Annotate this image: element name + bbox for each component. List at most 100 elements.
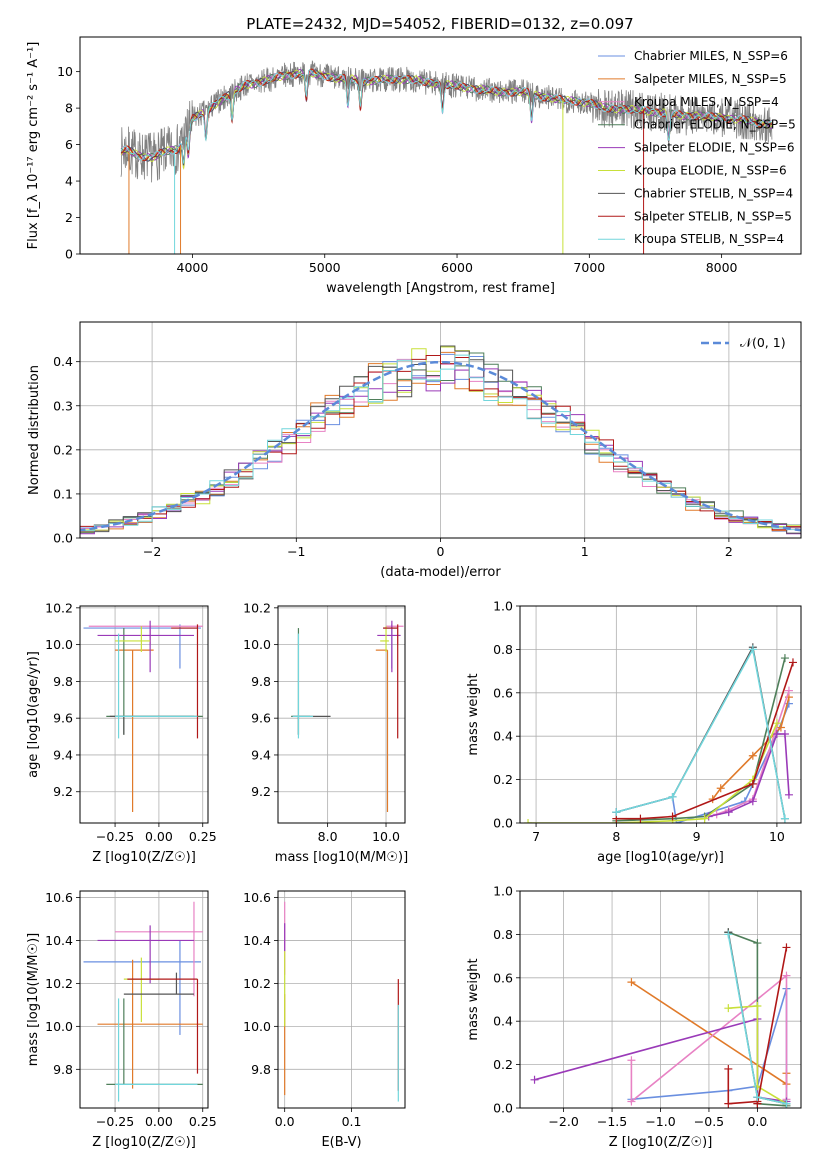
x-axis-label: wavelength [Angstrom, rest frame] (326, 281, 555, 296)
mass-weight-marker (627, 978, 636, 987)
mass-weight-marker (627, 1097, 636, 1106)
mass-weight-marker (612, 808, 621, 817)
x-tick-label: 0.0 (747, 1114, 767, 1129)
x-tick-label: −1.5 (597, 1114, 627, 1129)
y-tick-label: 0.3 (53, 398, 73, 413)
mass-weight-marker (776, 723, 785, 732)
panel-age-vs-mass: 8.0 10.0 9.2 9.4 9.6 9.8 10.0 10.2 mass [log10(M… (243, 600, 408, 865)
mass-weight-marker (524, 819, 533, 823)
mass-weight-marker (724, 1064, 733, 1073)
x-axis-label: Z [log10(Z/Z☉)] (92, 850, 196, 865)
mass-weight-line (616, 647, 786, 819)
spectrum-legend: Chabrier MILES, N_SSP=6 Salpeter MILES, N… (598, 49, 796, 246)
y-tick-label: 0.2 (53, 442, 73, 457)
mass-weight-line (728, 1005, 787, 1105)
legend-label: Salpeter MILES, N_SSP=5 (634, 72, 787, 86)
axes-frame (79, 890, 209, 1109)
mass-weight-marker (748, 645, 757, 654)
y-axis-label: mass weight (466, 673, 481, 755)
panel-mass-vs-ebv: 0.0 0.1 9.8 10.0 10.2 10.4 10.6 E(B-V) (243, 890, 406, 1150)
y-tick-label: 10.4 (45, 933, 73, 948)
y-tick-label: 9.2 (53, 784, 73, 799)
x-tick-label: −2 (143, 544, 161, 559)
x-axis-label: age [log10(age/yr)] (597, 850, 724, 865)
y-tick-label: 2 (65, 210, 73, 225)
y-tick-label: 9.8 (251, 674, 271, 689)
x-tick-label: 7000 (573, 260, 605, 275)
y-tick-label: 9.6 (251, 711, 271, 726)
mass-weight-marker (636, 814, 645, 823)
y-tick-label: 0.8 (493, 642, 513, 657)
x-tick-label: 10.0 (372, 829, 400, 844)
y-tick-label: 0.6 (493, 685, 513, 700)
mass-weight-marker (784, 790, 793, 799)
mass-weight-marker (724, 1004, 733, 1013)
x-tick-label: 8 (612, 829, 620, 844)
x-tick-label: 10 (769, 829, 785, 844)
y-tick-label: 10.0 (243, 1019, 271, 1034)
plot-area-residuals (80, 322, 801, 538)
y-tick-label: 9.4 (251, 747, 271, 762)
y-tick-label: 0.8 (493, 927, 513, 942)
x-axis-label: (data-model)/error (380, 565, 501, 580)
x-tick-label: 7 (532, 829, 540, 844)
y-tick-label: 8 (65, 101, 73, 116)
legend-label: Kroupa STELIB, N_SSP=4 (634, 232, 784, 246)
legend-label: Chabrier MILES, N_SSP=6 (634, 49, 788, 63)
mass-weight-line (708, 733, 790, 818)
x-tick-label: −0.25 (96, 829, 134, 844)
mass-weight-marker (668, 812, 677, 821)
x-axis-label: Z [log10(Z/Z☉)] (609, 1135, 713, 1150)
y-axis-label: Normed distribution (27, 365, 42, 495)
mass-weight-marker (716, 784, 725, 793)
mass-weight-marker (753, 939, 762, 948)
y-tick-label: 10.2 (45, 600, 73, 615)
mass-weight-marker (772, 730, 781, 739)
mass-weight-line (616, 644, 786, 819)
axes-frame (79, 36, 802, 255)
mass-weight-marker (782, 971, 791, 980)
x-tick-label: 6000 (441, 260, 473, 275)
x-tick-label: 0.25 (189, 1114, 217, 1129)
x-tick-label: −1 (287, 544, 305, 559)
x-tick-label: −0.25 (96, 1114, 134, 1129)
y-tick-label: 9.8 (53, 674, 73, 689)
panel-residuals: −2 −1 0 1 2 0.0 0.1 0.2 0.3 0.4 (data-model)/error… (27, 321, 802, 580)
y-tick-label: 0.6 (493, 970, 513, 985)
y-axis-label: age [log10(age/yr)] (26, 651, 41, 778)
y-axis-label: mass [log10(M/M☉)] (26, 933, 41, 1066)
mass-weight-marker (724, 930, 733, 939)
panel-age-vs-Z: −0.25 0.00 0.25 9.2 9.4 9.6 9.8 10.0 10.2 Z [log1… (26, 600, 217, 865)
plot-area-spectrum (120, 59, 773, 254)
mass-weight-marker (724, 808, 733, 817)
spectrum-model-line (120, 69, 773, 165)
legend-label: Salpeter ELODIE, N_SSP=6 (634, 141, 795, 155)
y-tick-label: 9.8 (251, 1062, 271, 1077)
x-tick-label: 1 (581, 544, 589, 559)
x-tick-label: −1.0 (645, 1114, 675, 1129)
y-tick-label: 6 (65, 137, 73, 152)
y-tick-label: 9.6 (53, 711, 73, 726)
mass-weight-marker (748, 779, 757, 788)
mass-weight-marker (748, 797, 757, 806)
x-tick-label: 5000 (309, 260, 341, 275)
x-axis-label: E(B-V) (321, 1135, 361, 1150)
x-tick-label: 4000 (177, 260, 209, 275)
plot-area-mass-vs-Z (80, 891, 208, 1108)
x-axis-label: mass [log10(M/M☉)] (275, 850, 408, 865)
x-tick-label: 8000 (706, 260, 738, 275)
x-tick-label: 0.1 (342, 1114, 362, 1129)
x-axis-label: Z [log10(Z/Z☉)] (92, 1135, 196, 1150)
y-tick-label: 10.6 (45, 890, 73, 905)
y-axis-label: Flux [f_λ 10⁻¹⁷ erg cm⁻² s⁻¹ A⁻¹] (26, 42, 41, 250)
y-tick-label: 10 (57, 64, 73, 79)
axes-frame (519, 605, 802, 824)
mass-weight-marker (780, 730, 789, 739)
y-tick-label: 0.2 (493, 772, 513, 787)
y-tick-label: 0.1 (53, 486, 73, 501)
y-tick-label: 4 (65, 174, 73, 189)
x-tick-label: −0.5 (694, 1114, 724, 1129)
axes-frame (79, 605, 209, 824)
legend-label: Chabrier STELIB, N_SSP=4 (634, 186, 793, 200)
